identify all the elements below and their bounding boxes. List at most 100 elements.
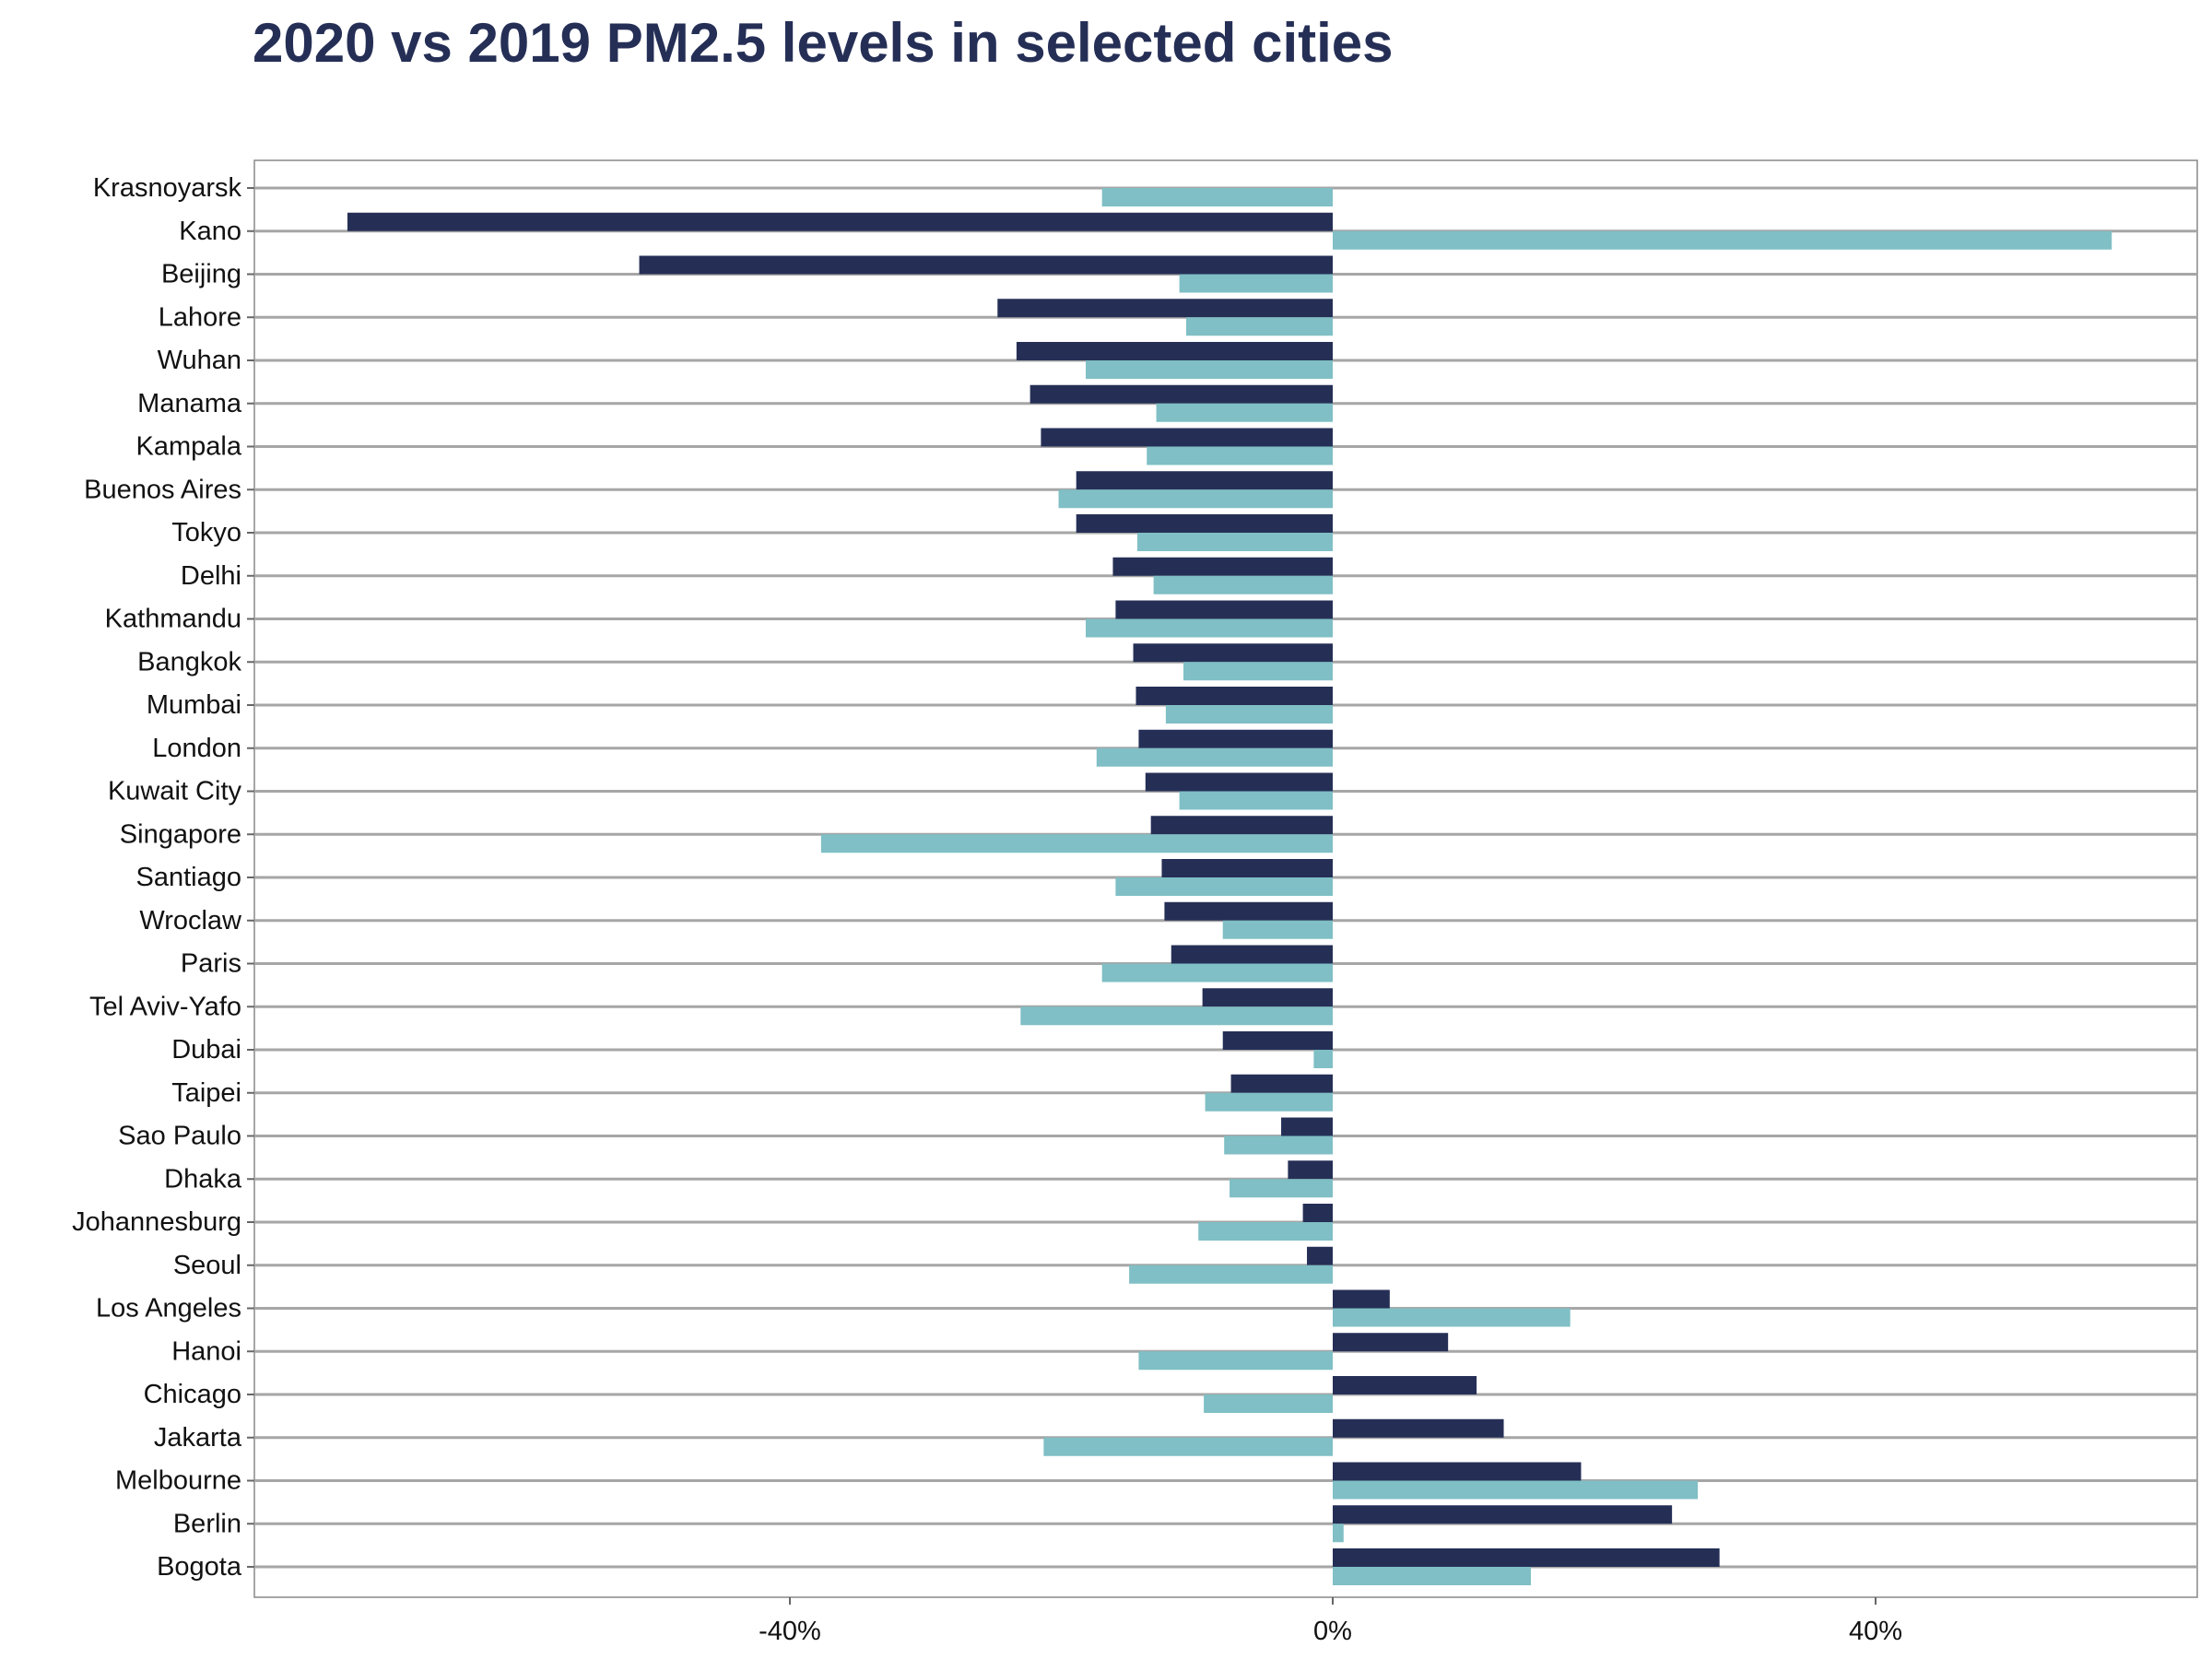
bar-series-1 [1302, 1204, 1333, 1222]
bar-series-2 [1096, 747, 1333, 767]
bar-series-2 [1101, 188, 1333, 206]
category-label: Melbourne [115, 1466, 241, 1496]
bar-series-1 [1333, 1548, 1720, 1567]
bar-series-2 [1086, 618, 1333, 638]
category-label: Bogota [157, 1552, 242, 1582]
bar-series-2 [1333, 1480, 1699, 1500]
bar-series-1 [1135, 687, 1333, 705]
bar-series-1 [1076, 514, 1333, 533]
bar-series-2 [820, 834, 1333, 853]
bar-series-2 [1333, 1524, 1344, 1543]
bar-series-1 [1030, 384, 1333, 404]
bar-series-1 [1333, 1462, 1582, 1481]
category-label: Paris [181, 949, 241, 979]
bar-series-1 [639, 255, 1333, 275]
bar-series-2 [1198, 1222, 1333, 1241]
x-axis-labels: -40% 0% 40% [759, 1597, 1902, 1646]
category-label: Hanoi [171, 1336, 241, 1366]
bar-series-2 [1313, 1050, 1333, 1068]
bar-series-2 [1043, 1437, 1333, 1456]
bar-series-2 [1179, 791, 1333, 810]
bar-series-2 [1136, 533, 1333, 551]
category-label: Dhaka [164, 1164, 242, 1194]
category-label: Kuwait City [108, 777, 242, 806]
category-label: Delhi [181, 561, 241, 591]
category-label: Berlin [173, 1509, 241, 1538]
category-label: Lahore [159, 302, 241, 332]
bar-series-1 [1307, 1246, 1333, 1265]
bar-series-1 [1112, 557, 1333, 576]
category-label: Seoul [173, 1251, 241, 1280]
bar-series-1 [1150, 816, 1333, 835]
y-axis-labels: Krasnoyarsk Kano Beijing Lahore Wuhan Manama K… [72, 173, 254, 1582]
bar-series-2 [1333, 1567, 1531, 1585]
category-label: Bangkok [137, 647, 241, 677]
bar-series-1 [997, 299, 1333, 318]
bar-series-1 [1016, 342, 1333, 360]
category-label: Mumbai [147, 690, 241, 720]
bar-series-2 [1101, 963, 1333, 982]
category-label: Wuhan [158, 346, 241, 375]
category-label: Buenos Aires [84, 475, 241, 504]
bar-series-1 [1288, 1160, 1333, 1180]
category-label: Kano [179, 217, 241, 246]
bar-series-2 [1086, 360, 1333, 379]
bar-series-1 [1222, 1031, 1333, 1050]
bar-series-1 [1145, 772, 1333, 792]
bar-series-2 [1129, 1265, 1333, 1284]
bar-series-2 [1204, 1394, 1333, 1413]
bar-series-2 [1058, 489, 1333, 509]
category-label: Sao Paulo [118, 1122, 241, 1151]
category-label: Kathmandu [105, 605, 241, 634]
bar-layer [347, 188, 2112, 1585]
bar-series-2 [1147, 446, 1333, 465]
bar-series-1 [1333, 1289, 1390, 1309]
bar-series-2 [1230, 1179, 1333, 1198]
category-label: Santiago [136, 863, 242, 892]
x-tick-label: 40% [1849, 1617, 1902, 1646]
category-label: Tokyo [171, 518, 241, 547]
bar-series-1 [1138, 729, 1333, 748]
category-label: Los Angeles [96, 1294, 241, 1324]
bar-series-2 [1153, 575, 1333, 594]
bar-series-1 [1041, 428, 1333, 447]
x-tick-label: -40% [759, 1617, 821, 1646]
bar-series-1 [347, 212, 1334, 231]
bar-series-2 [1138, 1351, 1333, 1371]
category-label: Dubai [171, 1035, 241, 1065]
category-label: Singapore [120, 819, 241, 849]
bar-series-1 [1161, 859, 1333, 877]
bar-series-2 [1179, 274, 1333, 293]
bar-series-1 [1164, 901, 1333, 921]
bar-series-2 [1185, 317, 1333, 336]
bar-series-1 [1133, 643, 1333, 663]
chart-title: 2020 vs 2019 PM2.5 levels in selected ci… [253, 12, 1394, 74]
bar-series-2 [1115, 877, 1333, 896]
bar-series-1 [1333, 1505, 1673, 1524]
bar-series-2 [1333, 230, 2112, 250]
category-label: Chicago [144, 1380, 241, 1409]
bar-series-1 [1333, 1418, 1504, 1438]
bar-series-1 [1333, 1333, 1449, 1352]
category-label: Krasnoyarsk [93, 173, 242, 203]
category-label: Taipei [171, 1078, 241, 1108]
category-label: Johannesburg [72, 1207, 241, 1237]
category-label: London [152, 734, 241, 763]
bar-series-2 [1222, 920, 1333, 939]
category-label: Beijing [161, 260, 241, 289]
bar-series-2 [1224, 1135, 1333, 1155]
bar-series-2 [1205, 1092, 1333, 1112]
bar-series-2 [1156, 403, 1333, 422]
bar-series-2 [1183, 662, 1333, 681]
bar-series-1 [1076, 471, 1333, 490]
bar-series-1 [1202, 988, 1333, 1007]
category-label: Jakarta [154, 1423, 242, 1453]
bar-series-2 [1333, 1308, 1571, 1327]
bar-series-1 [1171, 945, 1333, 964]
category-label: Manama [137, 389, 242, 418]
bar-series-1 [1115, 600, 1333, 619]
bar-series-1 [1281, 1117, 1333, 1136]
x-tick-label: 0% [1313, 1617, 1352, 1646]
